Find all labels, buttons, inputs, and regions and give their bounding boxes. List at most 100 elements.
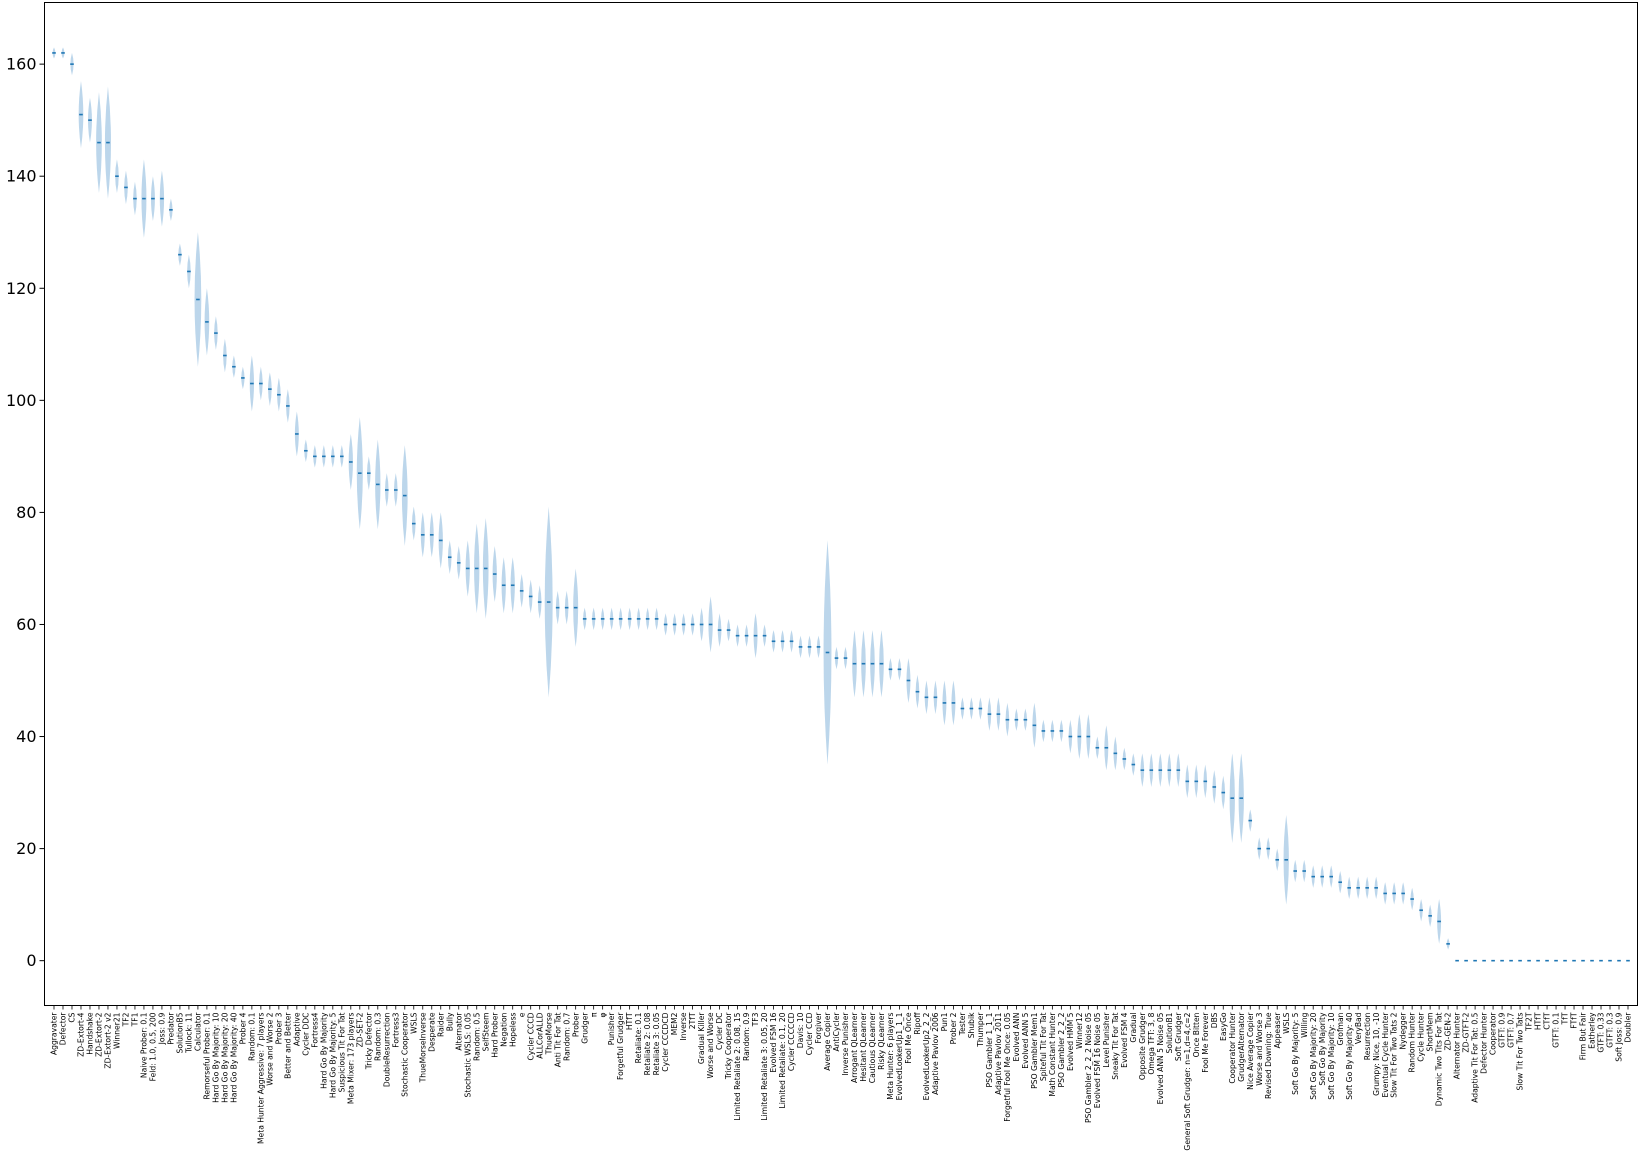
x-tick-label: Fool Me Forever — [1201, 1012, 1210, 1073]
x-tick-label: Nice Average Copier — [1246, 1012, 1255, 1090]
x-tick-label: π — [589, 1012, 598, 1017]
x-tick-label: Omega TFT: 3, 8 — [1147, 1012, 1156, 1074]
x-tick-label: TF2T — [1525, 1012, 1534, 1032]
x-tick-label: Eventual Cycle Hunter — [1381, 1012, 1390, 1098]
x-tick-label: Cycler CCCDCD — [661, 1012, 670, 1071]
y-tick-label: 80 — [16, 503, 36, 522]
x-tick-label: ZD-GTFT-2 — [1462, 1012, 1471, 1052]
x-tick-label: Gradual — [1129, 1013, 1138, 1043]
x-tick-label: Random: 0.1 — [247, 1012, 256, 1061]
x-tick-label: Nydegger — [1399, 1012, 1408, 1050]
y-tick-label: 20 — [16, 839, 36, 858]
x-tick-label: Stochastic WSLS: 0.05 — [463, 1012, 472, 1097]
x-tick-label: GTFT: 0.7 — [1507, 1012, 1516, 1048]
x-tick-label: Hopeless — [508, 1012, 517, 1047]
x-tick-label: ZD-Extort-2 v2 — [104, 1012, 113, 1068]
x-tick-label: Worse and Worse 2 — [265, 1012, 274, 1085]
x-tick-label: Cycler CCD — [805, 1012, 814, 1055]
x-tick-label: Retaliate 2: 0.08 — [643, 1012, 652, 1075]
x-tick-label: Revised Downing: True — [1264, 1012, 1273, 1099]
median-markers — [52, 52, 1630, 962]
x-tick-label: Cycle Hunter — [1417, 1012, 1426, 1062]
x-tick-label: PSO Gambler 1_1_1 — [985, 1012, 994, 1087]
x-tick-label: Aggravater — [50, 1012, 59, 1055]
x-tick-label: TfT — [1561, 1012, 1570, 1025]
x-tick-label: Fortress3 — [391, 1012, 400, 1047]
x-tick-label: Evolved ANN 5 Noise 05 — [1156, 1012, 1165, 1104]
x-tick-label: Meta Hunter: 6 players — [886, 1012, 895, 1099]
y-tick-label: 120 — [6, 279, 37, 298]
x-tick-label: Soft Go By Majority: 5 — [1291, 1012, 1300, 1095]
x-tick-label: Tricky Defector — [364, 1012, 373, 1071]
x-tick-label: Grofman — [1336, 1012, 1345, 1045]
x-tick-label: Desperate — [427, 1012, 436, 1052]
x-tick-label: Limited Retaliate 3: 0.05, 20 — [760, 1012, 769, 1120]
x-tick-label: Prober 4 — [238, 1012, 247, 1044]
plot-background — [44, 2, 1638, 1006]
y-tick-label: 140 — [6, 167, 37, 186]
x-tick-label: Meta Hunter Aggressive: 7 players — [256, 1012, 265, 1144]
y-tick-label: 160 — [6, 55, 37, 74]
x-tick-label: Hard Go By Majority: 40 — [229, 1012, 238, 1103]
x-tick-label: CTfT — [1543, 1012, 1552, 1030]
x-tick-label: HTfT — [1534, 1012, 1543, 1030]
x-axis: Aggravater Defector CS ZD-Extort-4 Handshake… — [50, 1005, 1633, 1151]
y-axis: 0 20 40 60 80 100 120 140 160 — [6, 55, 45, 970]
y-tick-label: 60 — [16, 615, 36, 634]
x-tick-label: EvolvedLookerUp1_1_1 — [895, 1012, 904, 1100]
x-tick-label: Cooperator — [1489, 1012, 1498, 1055]
x-tick-label: Soft Go By Majority: 10 — [1327, 1012, 1336, 1099]
x-tick-label: Inverse — [679, 1012, 688, 1040]
x-tick-label: Cycler CCCCCD — [787, 1012, 796, 1071]
x-tick-label: Slow Tit For Two Tats 2 — [1390, 1012, 1399, 1097]
y-tick-label: 40 — [16, 727, 36, 746]
x-tick-label: Soft Go By Majority: 20 — [1309, 1012, 1318, 1099]
x-tick-label: Limited Retaliate 2: 0.08, 15 — [733, 1012, 742, 1120]
x-tick-label: GTFT: 0.1 — [1552, 1012, 1561, 1048]
x-tick-label: Evolved ANN 5 — [1021, 1012, 1030, 1068]
x-tick-label: ZD-Extort-2 — [95, 1012, 104, 1057]
x-tick-label: TF3 — [751, 1012, 760, 1027]
x-tick-label: DBS — [1210, 1012, 1219, 1028]
x-tick-label: EasyGo — [1219, 1012, 1228, 1041]
x-tick-label: Soft Go By Majority — [1318, 1012, 1327, 1086]
x-tick-label: Cycler DC — [715, 1013, 724, 1050]
x-tick-label: SolutionB5 — [176, 1012, 185, 1053]
x-tick-label: ZD-GEN-2 — [1444, 1012, 1453, 1050]
x-tick-label: WSLS — [1282, 1012, 1291, 1034]
x-tick-label: ThueMorseInverse — [418, 1012, 427, 1083]
x-tick-label: Grudger — [580, 1012, 589, 1044]
x-tick-label: Pun1 — [940, 1012, 949, 1031]
x-tick-label: Hesitant QLearner — [859, 1012, 868, 1082]
x-tick-label: SelfSteem — [481, 1013, 490, 1052]
x-tick-label: Retaliate 3: 0.05 — [652, 1012, 661, 1075]
x-tick-label: Stochastic Cooperator — [400, 1012, 409, 1097]
x-tick-label: Hard Go By Majority: 5 — [328, 1012, 337, 1098]
x-tick-label: Cycler CCCD — [526, 1012, 535, 1060]
x-tick-label: PSO Gambler 2_2_2 — [1057, 1012, 1066, 1087]
x-tick-label: ALLCorALLD — [535, 1012, 544, 1058]
x-tick-label: PSO Gambler Mem1 — [1030, 1012, 1039, 1088]
x-tick-label: Davis: 10 — [796, 1012, 805, 1048]
x-tick-label: Ripoff — [913, 1012, 922, 1035]
x-tick-label: Inverse Punisher — [841, 1012, 850, 1076]
x-tick-label: Random Hunter — [1408, 1012, 1417, 1073]
x-tick-label: WSLS — [409, 1012, 418, 1034]
x-tick-label: Fortress4 — [310, 1012, 319, 1047]
x-tick-label: 2TfT — [688, 1012, 697, 1029]
x-tick-label: Random: 0.7 — [562, 1012, 571, 1061]
x-tick-label: Prober 2 — [949, 1012, 958, 1044]
x-tick-label: Eatherley — [1588, 1012, 1597, 1049]
x-tick-label: Worse and Worse — [706, 1012, 715, 1078]
x-tick-label: Soft Joss: 0.9 — [1615, 1012, 1624, 1061]
x-tick-label: Doubler — [1624, 1012, 1633, 1043]
x-tick-label: Evolved HMM 5 — [1066, 1012, 1075, 1071]
x-tick-label: Negation — [499, 1012, 508, 1047]
x-tick-label: SolutionB1 — [1165, 1012, 1174, 1053]
x-tick-label: Evolved FSM 16 — [769, 1012, 778, 1072]
x-tick-label: Alternator Hunter — [1453, 1012, 1462, 1080]
x-tick-label: Handshake — [86, 1012, 95, 1055]
x-tick-label: Calculator — [194, 1012, 203, 1051]
x-tick-label: Feld: 1.0, 0.5, 200 — [149, 1012, 158, 1081]
